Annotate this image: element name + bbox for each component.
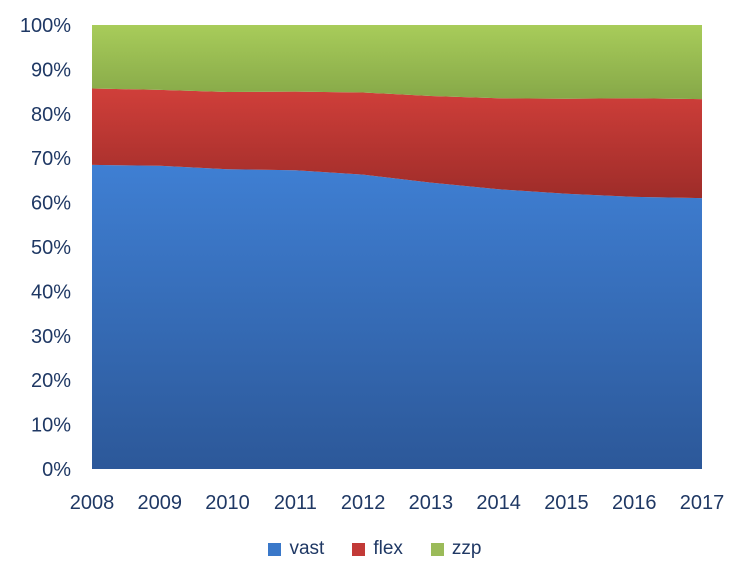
y-tick-label: 60% (31, 193, 71, 215)
area-series-vast (92, 164, 702, 470)
x-axis: 2008 2009 2010 2011 2012 2013 2014 2015 2016 2017 (70, 492, 725, 514)
x-tick-label: 2015 (544, 492, 589, 514)
legend: vast flex zzp (0, 538, 750, 560)
y-tick-label: 90% (31, 59, 71, 81)
legend-item-vast: vast (268, 538, 324, 560)
y-tick-label: 0% (42, 459, 71, 481)
area-series-zzp (92, 25, 702, 100)
y-tick-label: 50% (31, 237, 71, 259)
legend-swatch-vast (268, 542, 282, 556)
y-tick-label: 70% (31, 148, 71, 170)
area-series-flex (92, 88, 702, 199)
legend-item-zzp: zzp (430, 538, 482, 560)
legend-label-vast: vast (289, 538, 325, 559)
x-tick-label: 2014 (476, 492, 521, 514)
y-tick-label: 10% (31, 415, 71, 437)
legend-swatch-zzp (430, 542, 444, 556)
plot-area (92, 25, 702, 470)
legend-item-flex: flex (352, 538, 403, 560)
legend-label-flex: flex (373, 538, 403, 559)
x-tick-label: 2008 (70, 492, 115, 514)
y-tick-label: 30% (31, 326, 71, 348)
legend-label-zzp: zzp (451, 538, 482, 559)
x-tick-label: 2013 (409, 492, 454, 514)
y-tick-label: 100% (20, 15, 71, 37)
y-tick-label: 40% (31, 281, 71, 303)
y-tick-label: 80% (31, 104, 71, 126)
y-tick-label: 20% (31, 370, 71, 392)
x-tick-label: 2016 (612, 492, 657, 514)
x-tick-label: 2017 (680, 492, 725, 514)
x-tick-label: 2009 (138, 492, 183, 514)
y-axis: 0% 10% 20% 30% 40% 50% 60% 70% 80% 90% 100% (20, 15, 71, 481)
legend-swatch-flex (352, 542, 366, 556)
x-tick-label: 2011 (274, 492, 317, 514)
x-tick-label: 2012 (341, 492, 386, 514)
x-tick-label: 2010 (205, 492, 250, 514)
